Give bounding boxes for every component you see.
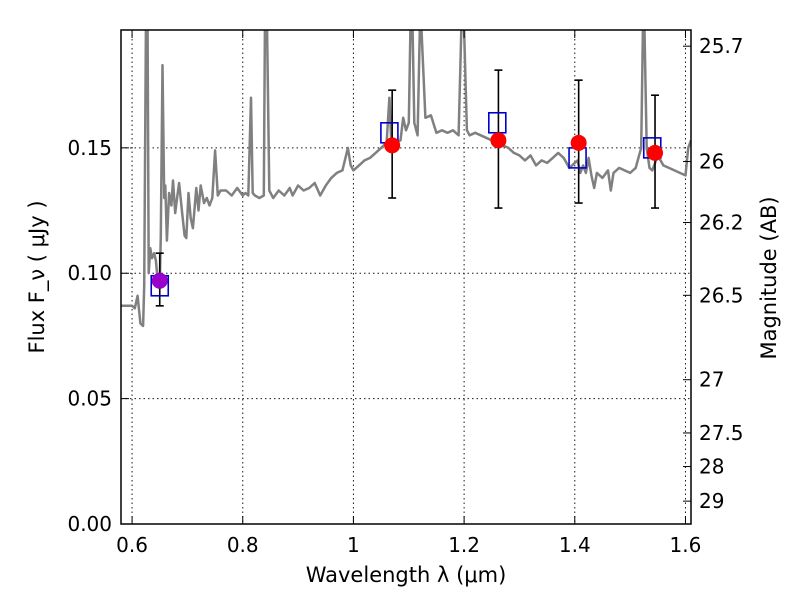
y-tick-label: 0.10 xyxy=(67,261,112,285)
y-tick-label: 0.15 xyxy=(67,136,112,160)
x-tick-label: 1.4 xyxy=(559,533,591,557)
markers xyxy=(150,111,664,297)
observed-point-marker xyxy=(570,134,587,151)
ticks: 0.6 0.8 1 1.2 1.4 1.6 0.00 0.05 0.10 0.15 25.7 26 26… xyxy=(67,30,744,557)
error-bars xyxy=(155,69,660,307)
y2-axis-label: Magnitude (AB) xyxy=(757,196,781,359)
y2-tick-label: 29 xyxy=(699,489,724,513)
x-axis-label: Wavelength λ (μm) xyxy=(306,563,507,587)
x-tick-label: 0.6 xyxy=(116,533,148,557)
x-tick-label: 1.2 xyxy=(448,533,480,557)
y2-tick-label: 28 xyxy=(699,455,724,479)
observed-point-marker xyxy=(647,144,664,161)
x-tick-label: 1.6 xyxy=(670,533,702,557)
plot-data xyxy=(121,30,691,328)
x-tick-label: 0.8 xyxy=(227,533,259,557)
y2-tick-label: 27 xyxy=(699,368,724,392)
observed-point-marker xyxy=(384,137,401,154)
spectrum-line xyxy=(121,30,691,328)
y2-tick-label: 26 xyxy=(699,150,724,174)
model-square-marker xyxy=(488,111,507,134)
y-tick-label: 0.05 xyxy=(67,387,112,411)
observed-point-marker xyxy=(490,132,507,149)
observed-point-marker xyxy=(151,272,168,289)
y2-tick-label: 25.7 xyxy=(699,34,744,58)
y-axis-label: Flux F_ν ( μJy ) xyxy=(25,200,50,353)
y2-tick-label: 26.2 xyxy=(699,211,744,235)
x-tick-label: 1 xyxy=(347,533,360,557)
y-tick-label: 0.00 xyxy=(67,512,112,536)
plot-frame xyxy=(120,29,692,525)
y2-tick-label: 26.5 xyxy=(699,283,744,307)
y2-tick-label: 27.5 xyxy=(699,421,744,445)
grid xyxy=(121,30,691,524)
